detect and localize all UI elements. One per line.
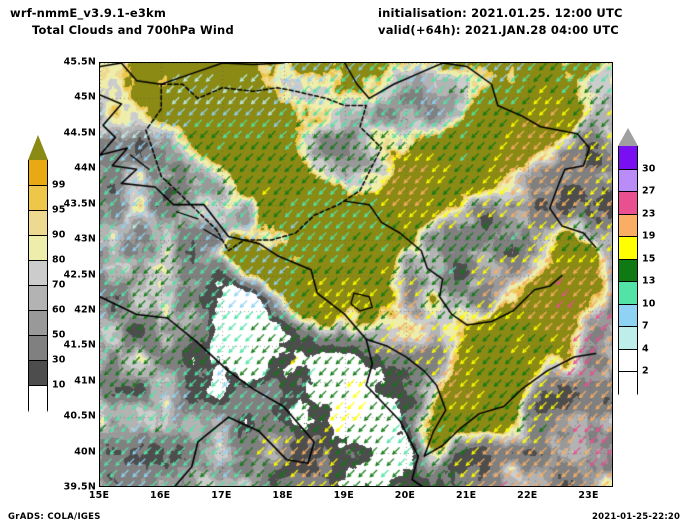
y-tick-label: 43.5N	[63, 198, 96, 210]
x-tick-label: 22E	[517, 490, 538, 501]
colorbar-over-arrow	[28, 135, 48, 160]
render-timestamp: 2021-01-25-22:20	[592, 512, 681, 522]
colorbar-tick	[618, 326, 638, 327]
y-tick-label: 40.5N	[63, 410, 96, 422]
y-tick-label: 41N	[74, 375, 96, 387]
colorbar-tick	[28, 310, 48, 311]
colorbar-tick-label: 23	[642, 208, 656, 219]
colorbar-tick-label: 80	[52, 254, 66, 266]
field-title: Total Clouds and 700hPa Wind	[32, 23, 234, 37]
x-tick-label: 19E	[333, 490, 354, 501]
colorbar-tick-label: 2	[642, 365, 649, 377]
colorbar-tick-label: 10	[52, 379, 66, 391]
colorbar-tick	[28, 360, 48, 361]
colorbar-tick	[28, 335, 48, 336]
colorbar-tick	[618, 168, 638, 170]
colorbar-tick-label: 95	[52, 204, 66, 216]
y-tick-label: 45.5N	[63, 56, 96, 68]
colorbar-tick	[618, 213, 638, 215]
colorbar-tick	[618, 303, 638, 305]
colorbar-tick	[28, 285, 48, 286]
y-tick-label: 42N	[74, 304, 96, 316]
colorbar-band	[618, 348, 638, 371]
y-axis-tick-labels: 45.5N 45N 44.5N 44N 43.5N 43N 42.5N 42N 41.5N 41N…	[38, 57, 96, 493]
colorbar-tick-label: 15	[642, 253, 656, 264]
x-tick-label: 18E	[272, 490, 293, 501]
colorbar-tick	[28, 260, 48, 261]
header-left-block: wrf-nmmE_v3.9.1-e3km Total Clouds and 70…	[10, 5, 234, 39]
colorbar-tick-label: 30	[52, 354, 66, 366]
colorbar-tick-label: 60	[52, 304, 66, 316]
x-tick-label: 16E	[150, 490, 171, 501]
colorbar-tick-label: 10	[642, 298, 656, 309]
colorbar-band	[618, 191, 638, 214]
colorbar-tick	[618, 191, 638, 192]
colorbar-tick-label: 90	[52, 229, 66, 241]
colorbar-tick	[618, 236, 638, 237]
colorbar-band	[28, 335, 48, 360]
colorbar-wind-speed[interactable]: 30 27 23 19 15 13 10 7 4 2	[618, 128, 655, 412]
colorbar-band	[618, 281, 638, 304]
map-plot-area[interactable]	[99, 62, 613, 487]
colorbar-tick	[618, 371, 638, 372]
colorbar-tick	[28, 385, 48, 386]
colorbar-tick	[618, 348, 638, 350]
colorbar-band	[28, 385, 48, 410]
colorbar-total-clouds[interactable]: 99 95 90 80 70 60 50 30 10	[28, 135, 65, 435]
colorbar-tick-label: 7	[642, 320, 649, 332]
x-tick-label: 17E	[211, 490, 232, 501]
y-tick-label: 45N	[74, 91, 96, 103]
colorbar-band	[28, 235, 48, 260]
colorbar-tick-label: 70	[52, 279, 66, 291]
colorbar-band	[28, 210, 48, 235]
colorbar-under-arrow	[28, 410, 48, 435]
y-tick-label: 44N	[74, 162, 96, 174]
colorbar-band	[618, 213, 638, 236]
grads-credit: GrADS: COLA/IGES	[8, 512, 101, 522]
colorbar-band	[618, 303, 638, 326]
valid-time: valid(+64h): 2021.JAN.28 04:00 UTC	[378, 23, 619, 37]
colorbar-band	[28, 360, 48, 385]
colorbar-tick	[28, 235, 48, 236]
colorbar-tick-label: 27	[642, 185, 656, 197]
x-tick-label: 20E	[394, 490, 416, 501]
colorbar-band	[618, 258, 638, 281]
colorbar-tick-label: 4	[642, 343, 649, 354]
y-tick-label: 39.5N	[63, 481, 96, 493]
colorbar-band	[28, 285, 48, 310]
colorbar-tick-label: 99	[52, 179, 66, 191]
colorbar-band	[28, 260, 48, 285]
y-tick-label: 42.5N	[63, 269, 96, 280]
colorbar-band	[28, 310, 48, 335]
colorbar-tick-label: 13	[642, 275, 656, 287]
model-title: wrf-nmmE_v3.9.1-e3km	[10, 6, 167, 20]
colorbar-tick	[618, 258, 638, 260]
colorbar-band	[618, 146, 638, 169]
colorbar-band	[618, 236, 638, 259]
y-tick-label: 43N	[74, 233, 96, 245]
colorbar-band	[618, 168, 638, 191]
y-tick-label: 44.5N	[63, 127, 96, 139]
colorbar-tick-label: 19	[642, 230, 656, 242]
colorbar-tick	[618, 281, 638, 282]
x-axis-tick-labels: 15E 16E 17E 18E 19E 20E 21E 22E 23E	[89, 490, 613, 506]
y-tick-label: 41.5N	[63, 339, 96, 351]
colorbar-tick	[28, 210, 48, 211]
colorbar-tick-label: 30	[642, 163, 656, 174]
colorbar-over-arrow	[618, 128, 638, 146]
colorbar-band	[618, 326, 638, 349]
colorbar-band	[618, 371, 638, 394]
x-tick-label: 23E	[578, 490, 599, 501]
header-right-block: initialisation: 2021.01.25. 12:00 UTC va…	[378, 5, 623, 39]
colorbar-tick-label: 50	[52, 329, 66, 341]
colorbar-tick	[28, 185, 48, 186]
colorbar-band	[28, 185, 48, 210]
x-tick-label: 15E	[88, 490, 110, 501]
x-tick-label: 21E	[455, 490, 477, 501]
initialisation-time: initialisation: 2021.01.25. 12:00 UTC	[378, 6, 623, 20]
colorbar-under-arrow	[618, 393, 638, 412]
map-canvas[interactable]	[100, 63, 612, 486]
y-tick-label: 40N	[74, 446, 96, 458]
colorbar-band	[28, 160, 48, 185]
